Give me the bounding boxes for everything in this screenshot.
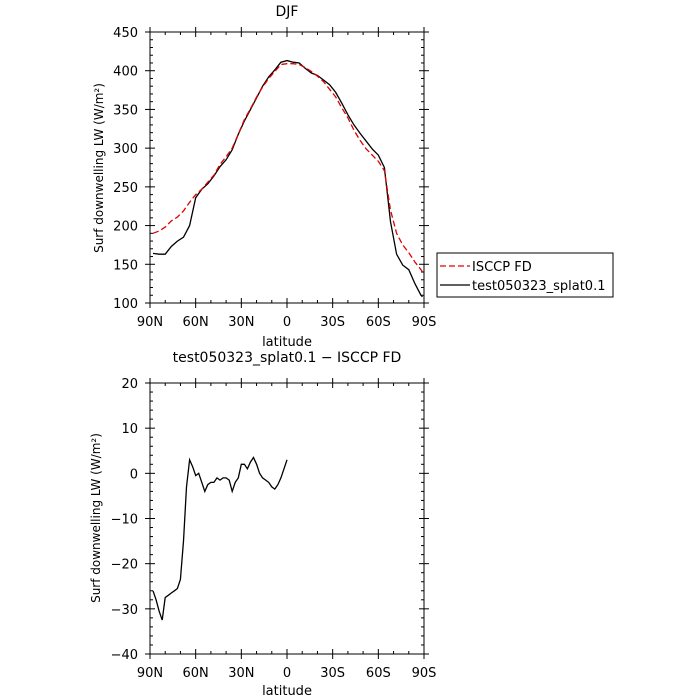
x-tick-label: 30S [320, 315, 345, 330]
legend: ISCCP FD test050323_splat0.1 [436, 252, 614, 298]
y-tick-label: 450 [113, 26, 138, 41]
x-tick-label: 60N [183, 315, 209, 330]
bottom-series-lines [152, 456, 288, 621]
x-tick-label: 90S [412, 666, 437, 681]
bottom-x-axis-label: latitude [262, 684, 312, 699]
top-chart-title: DJF [276, 4, 299, 20]
bottom-chart-panel: test050323_splat0.1 − ISCCP FD −40 −30 −20… [89, 350, 436, 699]
x-tick-label: 0 [283, 666, 291, 681]
top-y-axis-label: Surf downwelling LW (W/m²) [92, 83, 106, 253]
y-tick-label: 250 [113, 181, 138, 196]
y-tick-label: 10 [121, 422, 138, 437]
top-plot-frame [149, 31, 425, 304]
x-tick-label: 90S [412, 315, 437, 330]
y-tick-label: −30 [111, 603, 138, 618]
bottom-chart-title: test050323_splat0.1 − ISCCP FD [173, 350, 402, 366]
y-tick-label: −40 [111, 648, 138, 663]
legend-label-test: test050323_splat0.1 [472, 279, 605, 294]
y-tick-label: 350 [113, 103, 138, 118]
bottom-y-axis-label: Surf downwelling LW (W/m²) [89, 433, 103, 603]
y-tick-label: 200 [113, 220, 138, 235]
y-tick-label: 300 [113, 142, 138, 157]
x-tick-label: 60S [366, 666, 391, 681]
top-x-ticks: 90N 60N 30N 0 30S 60S 90S [137, 27, 437, 330]
bottom-x-ticks: 90N 60N 30N 0 30S 60S 90S [137, 378, 437, 681]
top-chart-panel: DJF 100 150 200 250 300 350 400 450 90N 60N 30N 0 3… [92, 4, 614, 350]
series-line-test050323-splat0-1 [152, 59, 423, 298]
x-tick-label: 30S [320, 666, 345, 681]
x-tick-label: 60N [183, 666, 209, 681]
x-tick-label: 30N [228, 666, 254, 681]
y-tick-label: 150 [113, 258, 138, 273]
series-line-difference [152, 456, 288, 621]
series-line-isccp-fd [152, 63, 424, 273]
y-tick-label: 400 [113, 65, 138, 80]
top-y-ticks: 100 150 200 250 300 350 400 450 [113, 26, 429, 312]
top-x-axis-label: latitude [262, 335, 312, 350]
x-tick-label: 30N [228, 315, 254, 330]
top-series-lines [152, 59, 424, 298]
y-tick-label: 100 [113, 297, 138, 312]
legend-label-isccp: ISCCP FD [472, 260, 532, 275]
y-tick-label: 20 [121, 377, 138, 392]
y-tick-label: −10 [111, 513, 138, 528]
x-tick-label: 90N [137, 666, 163, 681]
y-tick-label: −20 [111, 558, 138, 573]
y-tick-label: 0 [130, 467, 138, 482]
bottom-plot-frame [149, 382, 425, 655]
x-tick-label: 60S [366, 315, 391, 330]
legend-box [436, 252, 614, 298]
x-tick-label: 0 [283, 315, 291, 330]
bottom-y-ticks: −40 −30 −20 −10 0 10 20 [111, 377, 429, 663]
x-tick-label: 90N [137, 315, 163, 330]
